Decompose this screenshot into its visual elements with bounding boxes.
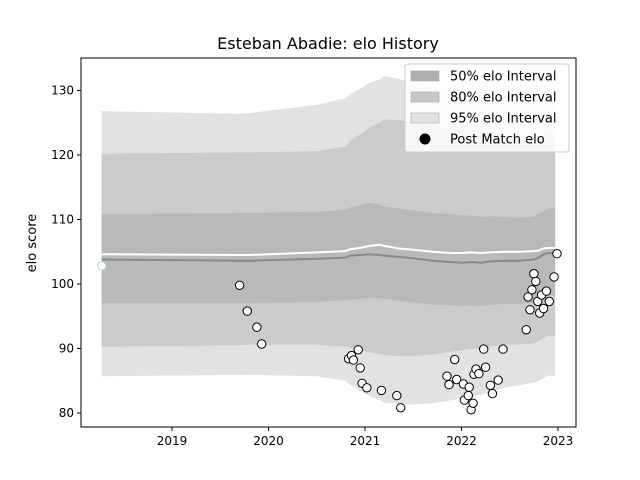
post-match-elo-point (487, 388, 498, 399)
y-axis-label: elo score (25, 214, 40, 273)
legend-label: Post Match elo (450, 133, 545, 148)
legend-swatch (410, 91, 440, 103)
post-match-elo-point (463, 390, 473, 401)
post-match-elo-point (474, 369, 484, 379)
post-match-elo-point (498, 344, 508, 354)
median-line (101, 252, 556, 264)
post-match-elo-point (444, 379, 454, 390)
legend-box (404, 63, 570, 153)
chart-title: Esteban Abadie: elo History (217, 34, 439, 53)
plot-area (96, 75, 562, 415)
expected-elo-line (101, 243, 556, 256)
legend-swatch (410, 70, 440, 82)
post-match-elo-point (376, 385, 387, 396)
plot-frame (80, 57, 577, 428)
y-axis: 80 90 100 110 120 130 (51, 84, 81, 420)
post-match-elo-point (242, 306, 253, 316)
legend-marker (419, 133, 431, 145)
post-match-elo-point (452, 374, 462, 385)
post-match-elo-point (521, 325, 531, 335)
post-match-elo-point (234, 280, 245, 290)
post-match-elo-point (544, 296, 554, 307)
post-match-elo-point (529, 269, 539, 279)
x-axis: 2019 2020 2021 2022 2023 (157, 427, 574, 448)
x-tick-label: 2019 (157, 434, 188, 448)
post-match-elo-point (479, 344, 489, 354)
post-match-elo-point (442, 371, 452, 381)
post-match-elo-point (552, 249, 562, 259)
post-match-elo-point (450, 354, 460, 365)
y-tick-label: 100 (51, 277, 74, 291)
y-tick-label: 130 (51, 84, 74, 98)
post-match-elo-point (362, 383, 372, 393)
x-tick-label: 2020 (253, 434, 284, 448)
post-match-elo-point (527, 285, 537, 295)
y-tick-label: 90 (59, 342, 74, 356)
post-match-elo-point (480, 362, 491, 372)
legend-label: 80% elo Interval (450, 91, 557, 106)
post-match-elo-point (355, 363, 365, 373)
post-match-elo-point (549, 272, 559, 282)
post-match-elo-point (252, 322, 262, 332)
y-tick-label: 120 (51, 148, 74, 162)
legend-label: 50% elo Interval (450, 70, 557, 85)
post-match-elo-point (523, 292, 533, 302)
post-match-elo-point (485, 380, 496, 390)
post-match-elo-point (96, 261, 107, 271)
post-match-elo-point (531, 276, 541, 287)
post-match-elo-point (353, 345, 363, 355)
y-tick-label: 110 (51, 213, 74, 227)
post-match-elo-point (348, 355, 359, 365)
post-match-elo-point (538, 303, 549, 314)
band-50 (101, 202, 556, 306)
post-match-elo-point (468, 398, 478, 408)
legend-label: 95% elo Interval (450, 112, 557, 127)
post-match-elo-point (541, 286, 552, 296)
post-match-elo-point (525, 305, 535, 315)
y-tick-label: 80 (59, 406, 74, 420)
legend: 50% elo Interval 80% elo Interval 95% elo … (404, 63, 570, 153)
x-tick-label: 2022 (446, 434, 477, 448)
post-match-elo-point (396, 403, 406, 413)
post-match-elo-point (464, 382, 474, 392)
legend-swatch (410, 112, 440, 124)
post-match-elo-point (392, 390, 402, 401)
post-match-elo-point (257, 339, 267, 349)
x-tick-label: 2023 (543, 434, 574, 448)
x-tick-label: 2021 (350, 434, 381, 448)
post-match-elo-point (493, 375, 503, 385)
